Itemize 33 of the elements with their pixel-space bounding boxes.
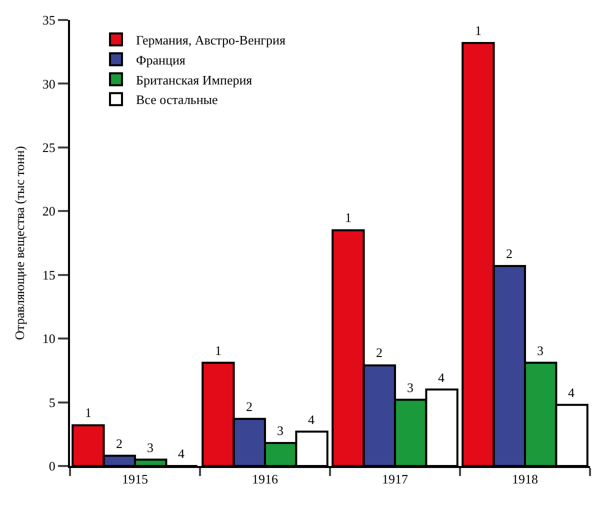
annotation: 3 <box>537 343 544 358</box>
annotation: 1 <box>345 210 352 225</box>
legend-label: Франция <box>136 52 186 68</box>
y-tick-label: 25 <box>42 140 56 155</box>
annotation: 4 <box>308 412 315 427</box>
annotation: 2 <box>506 246 512 261</box>
y-tick-label: 10 <box>42 331 56 346</box>
y-axis-title: Отравляющие вещества (тыс тонн) <box>12 146 27 340</box>
x-tick-label: 1918 <box>512 472 538 487</box>
annotation: 2 <box>246 399 252 414</box>
x-tick-label: 1917 <box>382 472 408 487</box>
annotation: 1 <box>85 405 92 420</box>
annotation: 4 <box>178 446 185 461</box>
x-tick-label: 1915 <box>122 472 148 487</box>
y-tick-label: 20 <box>42 204 56 219</box>
y-tick-label: 5 <box>48 394 56 410</box>
legend-label: Все остальные <box>136 92 218 108</box>
annotation: 3 <box>407 380 414 395</box>
y-tick-label: 15 <box>42 267 56 282</box>
annotation: 1 <box>215 343 222 358</box>
annotation: 1 <box>475 23 482 38</box>
annotation: 2 <box>116 436 122 451</box>
y-tick-label: 30 <box>42 76 56 92</box>
x-tick-label: 1916 <box>252 472 278 487</box>
annotation: 4 <box>568 385 575 400</box>
annotation: 4 <box>438 370 445 385</box>
annotation: 2 <box>376 345 382 360</box>
annotation: 3 <box>277 423 284 438</box>
annotation: 3 <box>147 440 154 455</box>
legend-label: Германия, Австро-Венгрия <box>136 32 286 48</box>
y-tick-label: 0 <box>48 458 56 474</box>
legend-label: Британская Империя <box>136 72 252 88</box>
y-tick-label: 35 <box>42 12 56 28</box>
